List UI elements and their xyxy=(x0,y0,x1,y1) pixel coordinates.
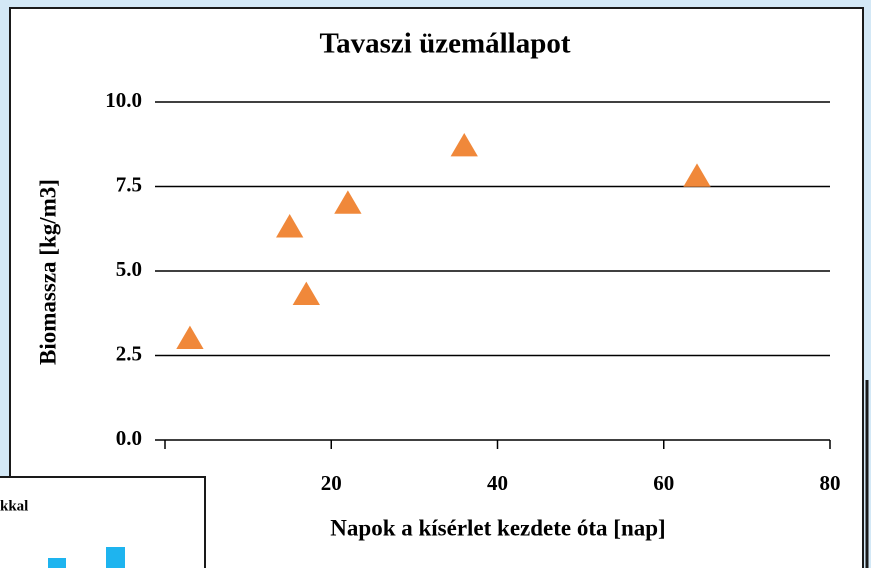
y-tick-label: 2.5 xyxy=(116,341,142,365)
square-marker xyxy=(106,547,125,568)
triangle-marker xyxy=(292,281,320,306)
x-tick-label: 40 xyxy=(487,471,508,495)
x-axis-label: Napok a kísérlet kezdete óta [nap] xyxy=(330,515,665,540)
triangle-marker xyxy=(334,190,362,214)
x-tick-label: 60 xyxy=(653,471,674,495)
x-tick-label: 80 xyxy=(820,471,841,495)
window-frame xyxy=(0,476,206,568)
triangle-marker xyxy=(176,325,204,349)
y-tick-label: 7.5 xyxy=(116,172,142,196)
x-tick-label: 20 xyxy=(321,471,342,495)
triangle-marker xyxy=(276,214,304,238)
chart-title: Tavaszi üzemállapot xyxy=(319,28,570,60)
square-marker xyxy=(48,558,66,568)
triangle-marker xyxy=(450,132,478,157)
y-tick-label: 0.0 xyxy=(116,426,142,450)
y-tick-label: 10.0 xyxy=(105,88,142,112)
triangle-marker xyxy=(683,163,711,187)
y-tick-label: 5.0 xyxy=(116,257,142,281)
window-title: kkal xyxy=(0,498,28,514)
y-axis-label: Biomassza [kg/m3] xyxy=(35,179,60,365)
overlapping-window: kkal xyxy=(0,476,206,568)
